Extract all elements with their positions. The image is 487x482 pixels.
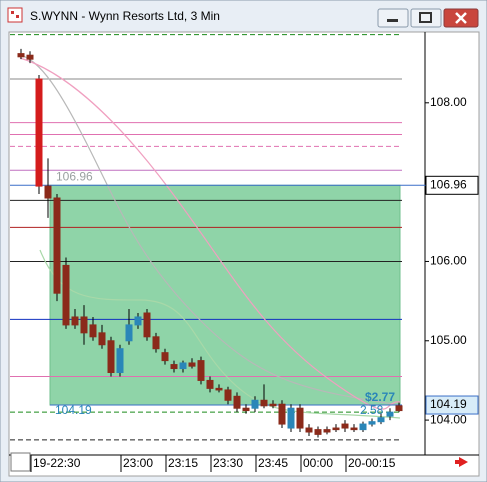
candle-body	[305, 427, 313, 433]
candle-body	[44, 185, 52, 199]
y-tick-label: 108.00	[430, 95, 467, 109]
indicator-curve	[19, 54, 401, 406]
distance-annotation: 2.58	[360, 403, 384, 417]
app-icon-dot	[16, 15, 19, 18]
candle-body	[386, 411, 394, 417]
target-label-box	[425, 395, 479, 415]
candle-body	[143, 312, 151, 338]
candle-body	[287, 407, 295, 429]
candle-body	[359, 423, 367, 431]
candle-body	[368, 421, 376, 425]
candle-body	[98, 332, 106, 346]
candle-body	[161, 352, 169, 362]
minimize-button[interactable]	[377, 8, 409, 28]
candle-body	[206, 379, 214, 389]
candle-body	[377, 417, 385, 423]
candle-body	[278, 403, 286, 425]
candle-body	[125, 324, 133, 342]
y-tick-label: 104.00	[430, 412, 467, 426]
candle-body	[89, 324, 97, 338]
x-tick-label: 23:15	[168, 456, 198, 470]
candle-body	[116, 348, 124, 374]
candle-body	[260, 399, 268, 407]
app-icon-dot	[11, 11, 14, 14]
x-tick-label: 23:30	[213, 456, 243, 470]
candle-body	[296, 407, 304, 429]
candle-body	[188, 362, 196, 367]
candle-body	[152, 336, 160, 350]
indicator-curve	[19, 57, 401, 410]
x-tick-label: 00:00	[303, 456, 333, 470]
candle-body	[224, 389, 232, 401]
maximize-icon	[419, 12, 432, 23]
candle-body	[332, 427, 340, 431]
entry-plot-label: 106.96	[56, 169, 93, 183]
candle-body	[215, 387, 223, 391]
candle-body	[341, 423, 349, 429]
candle-body	[197, 360, 205, 381]
candle-body	[170, 364, 178, 370]
candle-body	[80, 316, 88, 334]
candle-body	[233, 395, 241, 409]
corner-box	[10, 452, 31, 472]
candle-body	[71, 316, 79, 326]
minimize-icon	[387, 19, 398, 22]
close-icon	[455, 12, 467, 24]
x-tick-label: 19-22:30	[33, 456, 81, 470]
candle-body	[251, 399, 259, 409]
candle-body	[269, 403, 277, 407]
candle-body	[134, 316, 142, 326]
x-tick-label: 23:00	[123, 456, 153, 470]
candle-body	[179, 362, 187, 370]
trade-zone	[49, 184, 401, 406]
entry-label: 106.96	[430, 177, 467, 191]
x-tick-label: 20-00:15	[348, 456, 396, 470]
app-icon	[7, 7, 23, 23]
target-label: 104.19	[430, 397, 467, 411]
candle-body	[26, 54, 34, 60]
candle-body	[395, 405, 403, 412]
candle-body	[242, 407, 250, 412]
y-tick-label: 105.00	[430, 333, 467, 347]
target-plot-label: 104.19	[55, 403, 92, 417]
candle-body	[107, 340, 115, 374]
candle-body	[35, 78, 43, 187]
candle-body	[314, 429, 322, 435]
maximize-button[interactable]	[410, 8, 442, 28]
y-tick-label: 106.00	[430, 254, 467, 268]
window-title: S.WYNN - Wynn Resorts Ltd, 3 Min	[30, 9, 220, 23]
scroll-arrow[interactable]	[455, 457, 468, 467]
entry-label-box	[425, 175, 479, 195]
candle-body	[323, 429, 331, 433]
profit-annotation: $2.77	[365, 390, 395, 404]
candle-body	[62, 264, 70, 326]
candle-body	[53, 197, 61, 294]
x-tick-label: 23:45	[258, 456, 288, 470]
candle-body	[17, 53, 25, 58]
candle-body	[350, 427, 358, 431]
